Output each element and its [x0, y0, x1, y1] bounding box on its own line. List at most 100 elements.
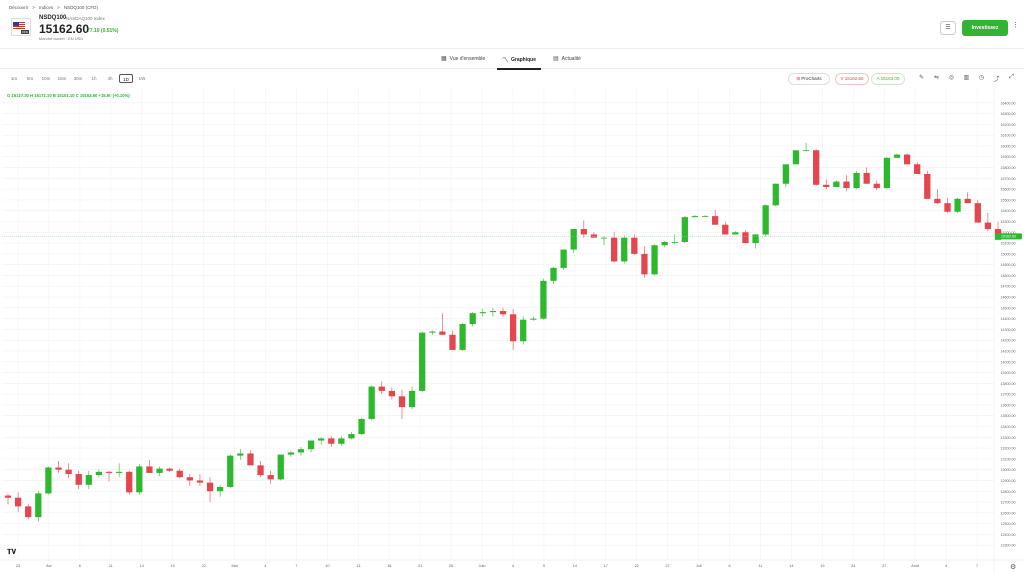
compare-icon[interactable]: ⇋: [933, 75, 940, 81]
timeframe-15m[interactable]: 15m: [57, 76, 67, 81]
candle-body: [358, 418, 365, 435]
y-tick-label: 14800.00: [1001, 274, 1016, 278]
instrument-flag-icon: CFD: [11, 18, 31, 36]
y-tick-label: 15400.00: [1001, 209, 1016, 213]
candle-body: [954, 198, 961, 212]
candle-body: [621, 237, 628, 262]
instrument-symbol: NSDQ100: [39, 15, 67, 21]
timeframe-4h[interactable]: 4h: [107, 76, 113, 81]
buy-button[interactable]: A 15163.00: [871, 73, 905, 85]
timeframe-30m[interactable]: 30m: [73, 76, 83, 81]
candle-body: [247, 453, 254, 466]
breadcrumb-indices[interactable]: Indices: [38, 5, 54, 10]
x-tick-label: 17: [604, 564, 608, 568]
tab-label: Actualité: [561, 55, 581, 62]
tab-chart[interactable]: 〽 Graphique: [502, 55, 537, 65]
fullscreen-icon[interactable]: ⤢: [1009, 74, 1014, 80]
y-tick-label: 13000.00: [1001, 468, 1016, 472]
candle-body: [924, 174, 931, 199]
candle-body: [863, 172, 870, 184]
candle-body: [146, 466, 153, 473]
settings-gear-icon[interactable]: ⚙: [1010, 564, 1017, 571]
y-tick-label: 15900.00: [1001, 155, 1016, 159]
y-tick-label: 12500.00: [1001, 522, 1016, 526]
x-tick-label: 10: [325, 564, 329, 568]
candle-body: [712, 216, 719, 225]
chart-icon: 〽: [502, 58, 509, 64]
list-menu-button[interactable]: ☰: [940, 21, 956, 35]
x-tick-label: 22: [201, 564, 205, 568]
timeframe-1m[interactable]: 1m: [10, 76, 18, 81]
candle-body: [782, 164, 789, 184]
x-tick-label: 23: [16, 564, 20, 568]
tab-label: Vue d'ensemble: [449, 55, 486, 62]
x-tick-label: 4: [945, 564, 947, 568]
y-tick-label: 15800.00: [1001, 166, 1016, 170]
x-tick-label: 6: [728, 564, 730, 568]
candle-body: [419, 332, 426, 391]
tab-overview[interactable]: ▦ Vue d'ensemble: [441, 55, 486, 63]
candle-body: [398, 396, 406, 408]
candle-body: [287, 452, 294, 455]
y-tick-label: 15100.00: [1001, 242, 1016, 246]
x-tick-label: 27: [882, 564, 886, 568]
y-tick-label: 13600.00: [1001, 403, 1016, 407]
timeframe-10m[interactable]: 10m: [41, 76, 51, 81]
candle-body: [530, 318, 537, 320]
news-icon: ▤: [553, 56, 559, 62]
y-tick-label: 13100.00: [1001, 457, 1016, 461]
chart-toolbar: ✎ ⇋ ◎ ▥ ◷ ⤴ ⤢: [914, 74, 1019, 83]
candle-body: [479, 312, 486, 314]
y-tick-label: 15700.00: [1001, 177, 1016, 181]
candle-body: [883, 157, 891, 189]
breadcrumb-discover[interactable]: Découvrir: [9, 5, 29, 10]
candle-body: [792, 150, 800, 165]
timeframe-selector: 1m 5m 10m 15m 30m 1h 4h 1D 1W: [6, 74, 150, 83]
top-header: Découvrir > Indices > NSDQ100 (CFD) CFD …: [0, 0, 1024, 48]
candle-body: [661, 241, 668, 246]
candle-body: [580, 229, 587, 235]
timeframe-1d[interactable]: 1D: [119, 74, 133, 83]
share-icon[interactable]: ⤴: [993, 77, 1000, 83]
candle-body: [944, 203, 951, 212]
procharts-button[interactable]: ⊞ ProCharts: [788, 73, 830, 85]
candle-body: [489, 311, 497, 313]
candle-body: [843, 181, 850, 189]
invest-button[interactable]: Investissez: [962, 20, 1008, 36]
candle-body: [196, 480, 204, 483]
cfd-tag: CFD: [20, 30, 29, 34]
y-tick-label: 13500.00: [1001, 414, 1016, 418]
x-tick-label: 11: [758, 564, 762, 568]
candle-body: [641, 253, 648, 275]
tab-label: Graphique: [511, 56, 537, 63]
y-tick-label: 16000.00: [1001, 144, 1016, 148]
x-tick-label: 26: [449, 564, 453, 568]
x-tick-label: Avr: [46, 564, 52, 568]
x-tick-label: 21: [418, 564, 422, 568]
last-price-label: 15162.60: [1001, 235, 1016, 239]
candle-body: [984, 222, 992, 230]
breadcrumb-current: NSDQ100 (CFD): [63, 5, 98, 10]
candle-body: [439, 331, 446, 335]
y-tick-label: 14200.00: [1001, 339, 1016, 343]
timeframe-1w[interactable]: 1W: [138, 76, 146, 81]
sell-button[interactable]: V 15162.60: [835, 73, 869, 85]
history-icon[interactable]: ◷: [978, 75, 985, 81]
y-tick-label: 12300.00: [1001, 544, 1016, 548]
candle-body: [267, 475, 274, 480]
candle-body: [671, 241, 678, 243]
chart-type-icon[interactable]: ▥: [963, 75, 970, 81]
y-tick-label: 15500.00: [1001, 198, 1016, 202]
draw-icon[interactable]: ✎: [918, 75, 925, 81]
y-tick-label: 14700.00: [1001, 285, 1016, 289]
timeframe-1h[interactable]: 1h: [91, 76, 97, 81]
timeframe-5m[interactable]: 5m: [26, 76, 34, 81]
y-tick-label: 14900.00: [1001, 263, 1016, 267]
indicators-icon[interactable]: ◎: [948, 75, 955, 81]
more-options-icon[interactable]: ⋮: [1012, 22, 1019, 29]
candle-body: [429, 331, 436, 333]
candlestick-chart[interactable]: 12300.00 12400.00 12500.00 12600.00 12700.00…: [0, 88, 1024, 573]
tab-news[interactable]: ▤ Actualité: [553, 55, 581, 63]
candle-body: [691, 216, 699, 218]
candle-body: [328, 438, 335, 444]
